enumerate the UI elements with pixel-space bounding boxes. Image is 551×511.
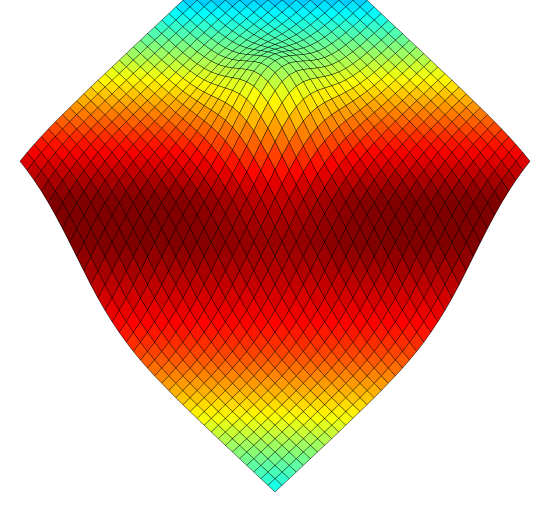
mesh-cell <box>267 478 283 493</box>
